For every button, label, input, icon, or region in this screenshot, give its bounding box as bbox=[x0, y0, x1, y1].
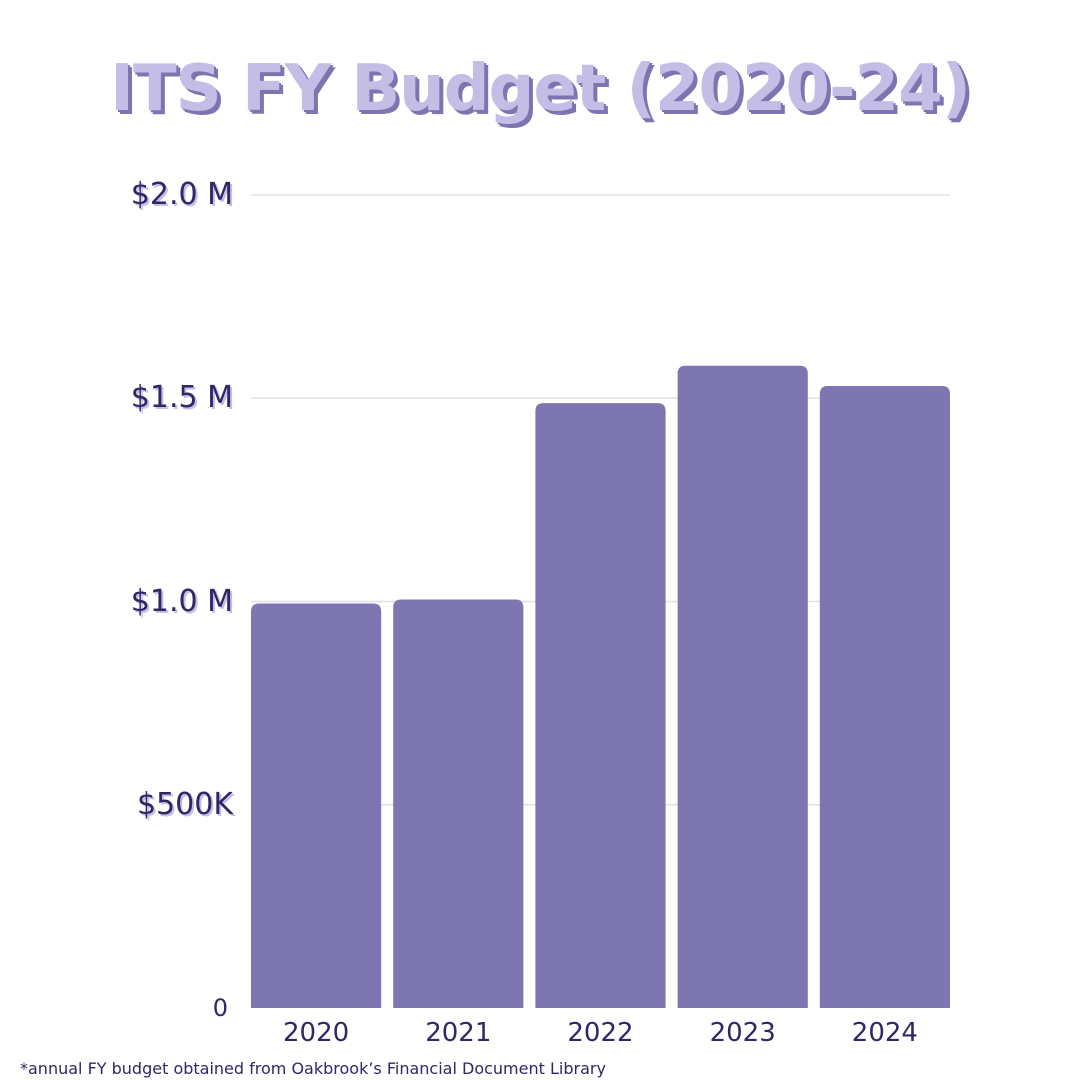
y-tick-label: $2.0 M bbox=[130, 177, 233, 212]
bar-2022 bbox=[535, 403, 666, 1008]
y-tick-label: $1.0 M bbox=[130, 583, 233, 619]
y-tick-label: $500K bbox=[136, 786, 233, 822]
bar-2024 bbox=[819, 386, 950, 1008]
bar-2023 bbox=[677, 365, 808, 1009]
x-tick-label: 2023 bbox=[709, 1018, 776, 1048]
footnote: *annual FY budget obtained from Oakbrook… bbox=[20, 1059, 606, 1078]
bar-2021 bbox=[393, 599, 524, 1008]
x-tick-label: 2022 bbox=[567, 1018, 634, 1048]
y-tick-label: $1.5 M bbox=[130, 380, 233, 416]
bar-2020 bbox=[251, 603, 382, 1008]
chart-title: ITS FY Budget (2020-24) bbox=[110, 52, 971, 126]
x-tick-label: 2021 bbox=[425, 1018, 492, 1048]
y-tick-label: 0 bbox=[212, 994, 228, 1022]
x-tick-label: 2024 bbox=[851, 1018, 918, 1048]
x-tick-label: 2020 bbox=[283, 1018, 350, 1048]
